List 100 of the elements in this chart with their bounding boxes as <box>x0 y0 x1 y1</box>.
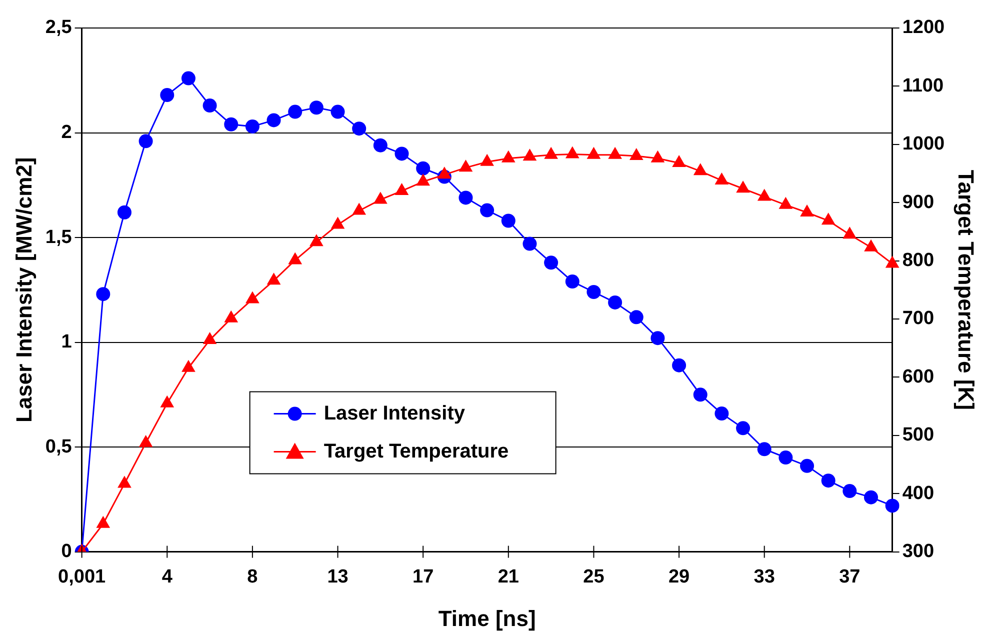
legend-label: Target Temperature <box>324 440 509 462</box>
x-tick-label: 21 <box>498 566 520 588</box>
point <box>864 490 878 504</box>
point <box>224 310 238 322</box>
point <box>885 256 900 268</box>
point <box>160 88 174 102</box>
point <box>202 98 217 113</box>
point <box>160 395 174 408</box>
point <box>458 160 473 172</box>
point <box>310 234 324 246</box>
y2-tick-label: 1000 <box>902 134 945 155</box>
legend-label: Laser Intensity <box>324 402 466 424</box>
point <box>330 216 345 229</box>
point <box>118 476 132 488</box>
point <box>437 166 452 179</box>
point <box>885 498 900 513</box>
point <box>821 474 836 488</box>
x-tick-label: 29 <box>668 566 690 588</box>
point <box>394 146 409 161</box>
point <box>117 205 132 220</box>
point <box>288 252 302 264</box>
y-axis-title: Laser Intensity [MW/cm2] <box>11 157 36 423</box>
point <box>778 450 793 465</box>
point <box>522 148 537 161</box>
point <box>821 212 836 225</box>
point <box>373 192 388 204</box>
point <box>586 146 601 159</box>
y-tick-label: 1,5 <box>45 226 72 248</box>
point <box>693 388 708 402</box>
point <box>544 146 558 159</box>
point <box>608 295 622 310</box>
point <box>352 122 366 136</box>
x-tick-label: 0,001 <box>58 566 106 588</box>
x-tick-label: 37 <box>839 566 860 588</box>
y-tick-label: 2 <box>61 122 72 143</box>
point <box>757 188 772 201</box>
point <box>522 236 537 251</box>
y-tick-label: 0 <box>61 541 72 562</box>
point <box>96 287 110 302</box>
point <box>352 202 366 215</box>
y-tick-label: 2,5 <box>45 17 72 38</box>
point <box>480 154 494 166</box>
point <box>245 119 260 134</box>
point <box>650 150 665 162</box>
x-axis-title: Time [ns] <box>438 606 536 631</box>
point <box>778 196 793 209</box>
point <box>864 239 878 252</box>
point <box>266 113 281 128</box>
point <box>565 146 580 158</box>
point <box>736 421 750 436</box>
point <box>458 190 473 205</box>
x-tick-label: 33 <box>754 566 775 588</box>
point <box>672 155 686 168</box>
point <box>266 272 281 285</box>
point <box>202 332 217 344</box>
x-tick-label: 13 <box>327 566 348 588</box>
y2-tick-label: 400 <box>902 482 934 504</box>
point <box>330 104 345 119</box>
point <box>800 458 814 473</box>
y2-tick-label: 700 <box>902 308 934 330</box>
point <box>182 360 196 372</box>
point <box>629 310 644 324</box>
point <box>629 148 644 160</box>
x-tick-label: 8 <box>247 566 258 588</box>
point <box>650 331 665 346</box>
point <box>416 174 430 186</box>
y2-tick-label: 1200 <box>902 17 945 38</box>
point <box>842 484 857 498</box>
point <box>501 214 516 228</box>
point <box>714 406 729 421</box>
point <box>181 71 196 86</box>
y-tick-label: 1 <box>61 332 72 353</box>
x-tick-label: 25 <box>583 566 605 588</box>
x-tick-label: 4 <box>162 566 173 588</box>
y2-tick-label: 600 <box>902 366 934 388</box>
point <box>842 226 857 239</box>
point <box>800 204 814 216</box>
y2-tick-label: 300 <box>902 541 934 562</box>
point <box>309 100 324 115</box>
point <box>714 172 729 184</box>
point <box>672 358 686 372</box>
point <box>480 203 494 218</box>
y2-tick-label: 900 <box>902 192 934 213</box>
y-tick-label: 0,5 <box>45 436 72 458</box>
point <box>693 163 708 176</box>
point <box>288 104 302 119</box>
point <box>96 516 110 528</box>
point <box>394 182 409 195</box>
point <box>544 256 558 270</box>
point <box>565 274 580 289</box>
y2-tick-label: 500 <box>902 424 934 446</box>
y2-tick-label: 1100 <box>902 75 944 96</box>
y2-tick-label: 800 <box>902 250 934 272</box>
point <box>501 150 516 162</box>
point <box>246 291 260 304</box>
point <box>736 180 750 193</box>
point <box>373 138 388 152</box>
point <box>608 146 622 159</box>
point <box>224 117 238 132</box>
point <box>586 284 601 299</box>
